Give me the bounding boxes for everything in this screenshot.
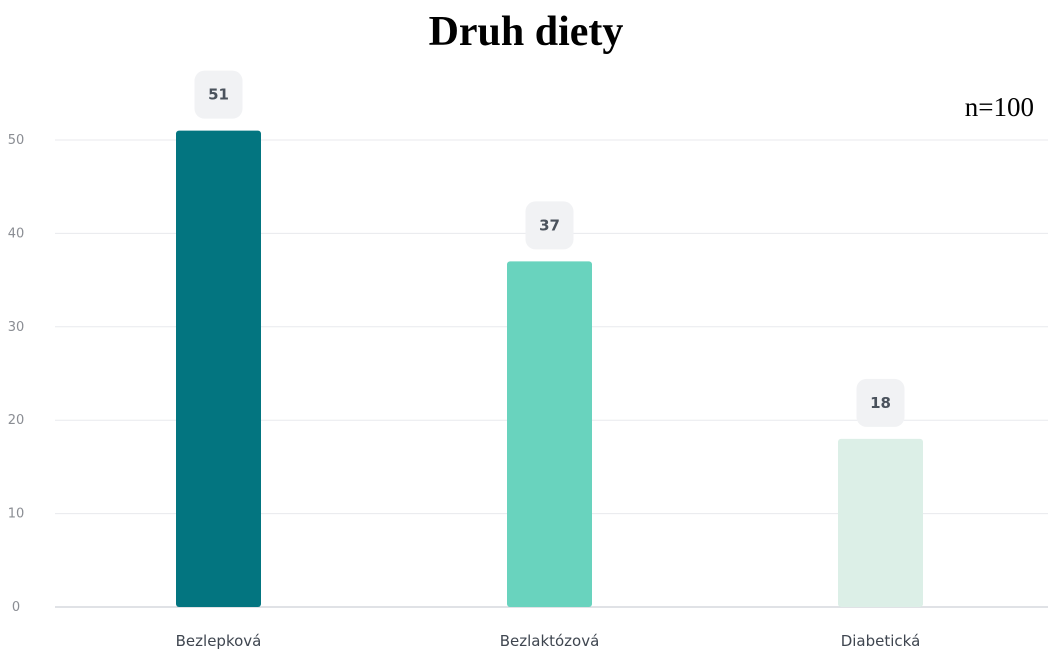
x-category-label: Bezlepková: [176, 632, 262, 650]
y-tick-label: 20: [8, 413, 25, 428]
y-tick-label: 0: [12, 600, 20, 615]
sample-size-annotation: n=100: [964, 92, 1034, 122]
y-tick-label: 10: [8, 507, 25, 522]
y-axis-ticks: 0 10 20 30 40 50: [8, 133, 25, 615]
bar: [838, 438, 923, 607]
x-axis-categories: Bezlepková Bezlaktózová Diabetická: [176, 632, 921, 650]
y-tick-label: 40: [8, 226, 25, 241]
x-category-label: Diabetická: [841, 632, 921, 650]
data-label-value: 37: [539, 216, 560, 234]
y-tick-label: 50: [8, 133, 25, 148]
data-label-background: [525, 201, 574, 250]
data-labels: 51 37 18: [194, 70, 905, 427]
bar: [176, 130, 261, 607]
bars: [176, 130, 923, 607]
data-label-background: [856, 378, 905, 427]
y-tick-label: 30: [8, 320, 25, 335]
data-label-value: 18: [870, 394, 891, 412]
chart-title: Druh diety: [428, 9, 624, 55]
bar: [507, 261, 592, 607]
data-label-background: [194, 70, 243, 119]
data-label: 37: [525, 201, 574, 250]
data-label-value: 51: [208, 86, 229, 104]
data-label: 18: [856, 378, 905, 427]
data-label: 51: [194, 70, 243, 119]
x-category-label: Bezlaktózová: [500, 632, 600, 650]
